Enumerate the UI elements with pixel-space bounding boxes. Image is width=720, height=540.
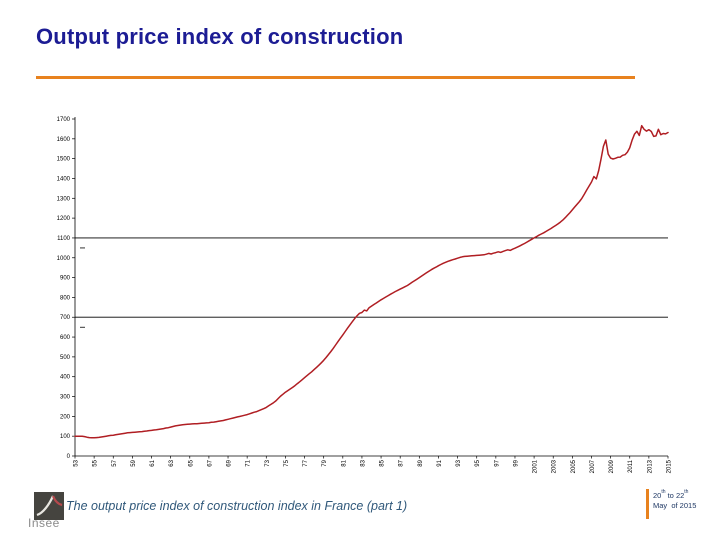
index-series-line <box>74 124 669 439</box>
slide-title: Output price index of construction <box>36 24 404 49</box>
x-tick-label: 65 <box>188 459 194 466</box>
x-tick-label: 2005 <box>571 459 577 473</box>
x-tick-label: 95 <box>475 459 481 466</box>
x-tick-label: 2007 <box>590 459 596 473</box>
y-tick-label: 1300 <box>57 196 71 202</box>
y-tick-label: 1700 <box>57 117 71 123</box>
y-tick-label: 1400 <box>57 176 71 182</box>
x-tick-label: 83 <box>360 459 366 466</box>
superscript-th: th <box>684 489 689 495</box>
y-tick-label: 700 <box>60 315 71 321</box>
x-tick-label: 75 <box>284 459 290 466</box>
x-tick-label: 2009 <box>609 459 615 473</box>
x-tick-label: 57 <box>112 459 118 466</box>
x-tick-label: 99 <box>513 459 519 466</box>
x-tick-label: 2013 <box>647 459 653 473</box>
superscript-th: th <box>661 489 666 495</box>
y-tick-label: 1000 <box>57 256 71 262</box>
x-tick-label: 63 <box>169 459 175 466</box>
y-tick-label: 0 <box>67 454 71 460</box>
x-tick-label: 91 <box>437 459 443 466</box>
footer-date-block: 20th to 22th May of 2015 <box>646 488 718 520</box>
insee-logo-icon <box>34 492 64 520</box>
footer-date-text: 20th to 22th May of 2015 <box>653 488 696 511</box>
x-tick-label: 97 <box>494 459 500 466</box>
x-tick-label: 2011 <box>628 459 634 473</box>
insee-logo-text: Insee <box>28 516 60 530</box>
x-tick-label: 53 <box>74 459 80 466</box>
x-tick-label: 85 <box>380 459 386 466</box>
x-tick-label: 67 <box>207 459 213 466</box>
x-tick-label: 2015 <box>667 459 673 473</box>
x-tick-label: 79 <box>322 459 328 466</box>
y-tick-label: 800 <box>60 295 71 301</box>
x-tick-label: 71 <box>246 459 252 466</box>
insee-logo-curve-white <box>36 495 55 517</box>
y-tick-label: 200 <box>60 414 71 420</box>
y-tick-label: 300 <box>60 395 71 401</box>
x-tick-label: 77 <box>303 459 309 466</box>
x-tick-label: 55 <box>93 459 99 466</box>
y-tick-label: 900 <box>60 276 71 282</box>
x-tick-label: 93 <box>456 459 462 466</box>
y-tick-label: 1100 <box>57 236 71 242</box>
x-tick-label: 61 <box>150 459 156 466</box>
slide-caption: The output price index of construction i… <box>66 499 408 513</box>
x-tick-label: 59 <box>131 459 137 466</box>
insee-logo-curve-red <box>51 495 63 507</box>
x-tick-label: 81 <box>341 459 347 466</box>
x-tick-label: 87 <box>399 459 405 466</box>
footer-date-line1: 20th to 22th <box>653 489 689 500</box>
y-tick-label: 400 <box>60 375 71 381</box>
insee-logo: Insee <box>28 492 66 536</box>
footer-accent-bar <box>646 489 649 519</box>
x-tick-label: 89 <box>418 459 424 466</box>
y-tick-label: 1600 <box>57 137 71 143</box>
y-tick-label: 1200 <box>57 216 71 222</box>
title-underline <box>36 76 635 79</box>
y-tick-label: 1500 <box>57 157 71 163</box>
x-tick-label: 2001 <box>533 459 539 473</box>
footer-date-line2: May of 2015 <box>653 500 697 510</box>
x-tick-label: 2003 <box>552 459 558 473</box>
y-tick-label: 500 <box>60 355 71 361</box>
y-tick-label: 600 <box>60 335 71 341</box>
x-tick-label: 69 <box>227 459 233 466</box>
x-tick-label: 73 <box>265 459 271 466</box>
y-tick-label: 100 <box>60 434 71 440</box>
